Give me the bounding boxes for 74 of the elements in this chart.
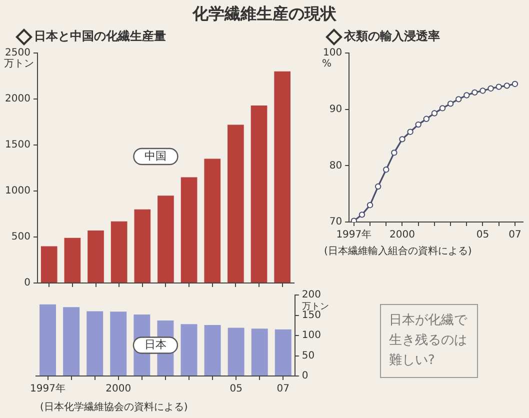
point (423, 116, 430, 122)
y-tick-label: 90 (329, 104, 342, 115)
bar (228, 124, 244, 282)
text: 日本が化繊で生き残るのは難しい? (380, 304, 478, 378)
y2-axis-title: 万トン (302, 302, 329, 312)
point (472, 89, 478, 96)
bar (274, 71, 290, 282)
bar (40, 304, 56, 376)
x-tick-label: 2000 (106, 384, 132, 395)
series-label: 中国 (144, 149, 167, 162)
x-tick-label: 2000 (390, 230, 415, 241)
y-tick-label: 1000 (4, 186, 30, 197)
point (512, 80, 518, 88)
x-tick-label: 1997年 (30, 382, 66, 395)
point (407, 128, 414, 135)
bar (274, 329, 292, 376)
y2-tick-label: 150 (302, 310, 322, 321)
bar (88, 230, 104, 282)
x-tick-label: 05 (230, 384, 242, 395)
chart-title: 化学繊維生産の現状 (191, 4, 338, 25)
chart-subtitle: 衣類の輸入浸透率 (344, 28, 440, 45)
point (391, 150, 398, 156)
bar (40, 246, 58, 282)
bar (250, 105, 268, 282)
point (439, 105, 446, 112)
bar (180, 324, 198, 376)
point (504, 82, 510, 89)
point (431, 110, 438, 116)
point (464, 92, 470, 98)
y-tick-label: 2000 (4, 94, 30, 105)
y2-tick-label: 0 (302, 370, 308, 382)
chart-subtitle: 日本と中国の化繊生産量 (34, 28, 166, 45)
bar (180, 177, 198, 282)
y-axis-title: % (322, 58, 332, 70)
bar (110, 312, 127, 376)
text: (日本化学繊維協会の資料による) (40, 400, 188, 414)
bar (204, 158, 221, 282)
x-tick-label: 07 (508, 230, 522, 241)
point (366, 202, 374, 208)
bar (64, 238, 81, 282)
bar (228, 328, 244, 376)
point (455, 96, 462, 102)
bar (251, 328, 268, 376)
point (447, 100, 454, 107)
y2-tick-label: 50 (302, 350, 315, 362)
y-tick-label: 1500 (4, 140, 30, 151)
y-axis-title: 万トン (4, 58, 34, 70)
series-label: 日本 (144, 338, 166, 352)
point (399, 136, 406, 142)
bar (86, 311, 104, 376)
point (488, 85, 494, 92)
bar (63, 307, 80, 376)
point (374, 183, 382, 190)
point (480, 88, 486, 94)
y-tick-label: 0 (24, 278, 30, 289)
x-tick-label: 07 (276, 384, 290, 395)
point (383, 166, 390, 173)
y-tick-label: 80 (329, 160, 342, 172)
bar (134, 209, 151, 282)
y-tick-label: 100 (322, 48, 342, 59)
x-tick-label: 1997年 (336, 228, 372, 241)
y-tick-label: 500 (11, 232, 30, 243)
y-tick-label: 70 (329, 216, 342, 228)
x-tick-label: 05 (476, 230, 490, 241)
text: (日本繊維輸入組合の資料による) (324, 244, 472, 258)
y2-tick-label: 200 (302, 290, 322, 301)
bar (110, 221, 128, 282)
y-tick-label: 2500 (4, 48, 30, 59)
point (415, 121, 422, 128)
point (358, 212, 366, 218)
y2-tick-label: 100 (302, 330, 322, 342)
bar (158, 196, 174, 282)
bar (204, 324, 221, 376)
point (496, 84, 502, 90)
